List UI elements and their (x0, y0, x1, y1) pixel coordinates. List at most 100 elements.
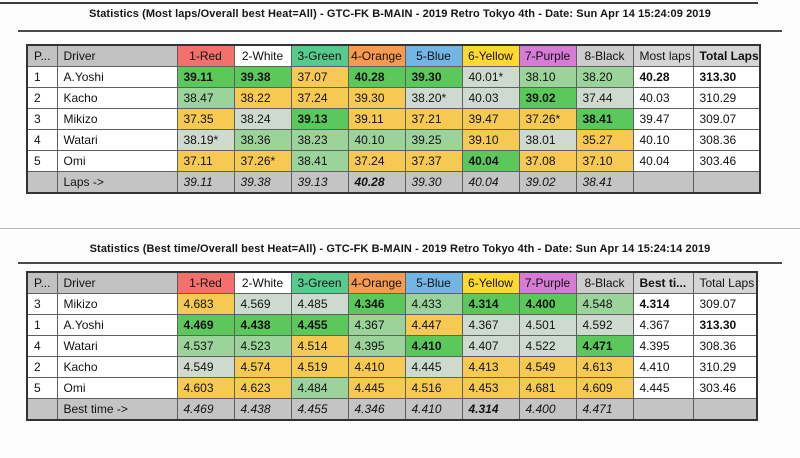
report-sheet-best-time: Statistics (Best time/Overall best Heat=… (0, 228, 800, 458)
heat-value-cell: 4.438 (233, 314, 292, 336)
heat-value-cell: 37.37 (404, 150, 463, 172)
heat-value-cell: 4.407 (461, 335, 520, 357)
title-underline (18, 30, 782, 32)
heat-value-cell: 4.484 (290, 377, 349, 399)
heat-value-cell: 39.11 (347, 108, 406, 130)
heat-value-cell: 4.609 (575, 377, 634, 399)
heat-value-cell: 4.613 (575, 356, 634, 378)
heat-value-cell: 37.24 (347, 150, 406, 172)
heat-value-cell: 38.41 (290, 150, 349, 172)
heat-value-cell: 4.445 (347, 377, 406, 399)
col-header-driver: Driver (56, 271, 178, 294)
driver-row: 1 A.Yoshi 39.11 39.38 37.07 40.28 39.30 40.01* 3… (26, 66, 761, 88)
footer-value-cell: 39.02 (518, 171, 577, 194)
heat-value-cell: 38.20* (404, 87, 463, 109)
heat-value-cell: 38.10 (518, 66, 577, 88)
footer-value-cell: 40.04 (461, 171, 520, 194)
heat-value-cell: 4.395 (347, 335, 406, 357)
total-laps-cell: 313.30 (692, 314, 758, 336)
footer-value-cell: 4.314 (461, 398, 520, 421)
driver-row: 2 Kacho 38.47 38.22 37.24 39.30 38.20* 40.03 39.… (26, 87, 761, 109)
heat-value-cell: 40.10 (347, 129, 406, 151)
footer-spacer-cell (632, 171, 694, 194)
col-header-heat-5-blue: 5-Blue (404, 271, 463, 294)
heat-value-cell: 4.469 (176, 314, 235, 336)
heat-value-cell: 39.47 (461, 108, 520, 130)
position-cell: 5 (26, 150, 58, 172)
total-laps-cell: 309.07 (692, 293, 758, 315)
heat-value-cell: 4.485 (290, 293, 349, 315)
footer-value-cell: 4.410 (404, 398, 463, 421)
driver-name-cell: Watari (56, 335, 178, 357)
col-header-driver: Driver (56, 44, 178, 67)
heat-value-cell: 4.514 (290, 335, 349, 357)
driver-row: 4 Watari 38.19* 38.36 38.23 40.10 39.25 39.10 38… (26, 129, 761, 151)
footer-value-cell: 38.41 (575, 171, 634, 194)
driver-row: 5 Omi 37.11 37.26* 38.41 37.24 37.37 40.04 37.08… (26, 150, 761, 172)
col-header-heat-6-yellow: 6-Yellow (461, 271, 520, 294)
heat-value-cell: 4.519 (290, 356, 349, 378)
col-header-heat-4-orange: 4-Orange (347, 44, 406, 67)
footer-spacer-cell (26, 171, 58, 194)
heat-value-cell: 4.346 (347, 293, 406, 315)
footer-value-cell: 4.400 (518, 398, 577, 421)
heat-value-cell: 38.19* (176, 129, 235, 151)
stat-value-cell: 40.03 (632, 87, 694, 109)
heat-value-cell: 4.455 (290, 314, 349, 336)
heat-value-cell: 4.549 (176, 356, 235, 378)
footer-value-cell: 4.438 (233, 398, 292, 421)
footer-value-cell: 4.469 (176, 398, 235, 421)
stat-value-cell: 40.04 (632, 150, 694, 172)
heat-value-cell: 39.30 (347, 87, 406, 109)
footer-spacer-cell (632, 398, 694, 421)
footer-value-cell: 4.455 (290, 398, 349, 421)
heat-value-cell: 39.38 (233, 66, 292, 88)
footer-spacer-cell (692, 171, 761, 194)
total-laps-cell: 313.30 (692, 66, 761, 88)
driver-name-cell: A.Yoshi (56, 66, 178, 88)
driver-row: 3 Mikizo 4.683 4.569 4.485 4.346 4.433 4.314 4.4… (26, 293, 758, 315)
footer-spacer-cell (692, 398, 758, 421)
heat-value-cell: 40.03 (461, 87, 520, 109)
footer-row: Best time -> 4.469 4.438 4.455 4.346 4.410 4.3… (26, 398, 758, 421)
sheet-divider-line (0, 228, 800, 229)
position-cell: 1 (26, 66, 58, 88)
total-laps-cell: 310.29 (692, 87, 761, 109)
driver-row: 4 Watari 4.537 4.523 4.514 4.395 4.410 4.407 4.5… (26, 335, 758, 357)
heat-value-cell: 4.367 (461, 314, 520, 336)
driver-name-cell: Omi (56, 377, 178, 399)
heat-value-cell: 4.574 (233, 356, 292, 378)
footer-value-cell: 39.11 (176, 171, 235, 194)
driver-name-cell: A.Yoshi (56, 314, 178, 336)
heat-value-cell: 40.01* (461, 66, 520, 88)
heat-value-cell: 38.20 (575, 66, 634, 88)
driver-name-cell: Kacho (56, 87, 178, 109)
total-laps-cell: 308.36 (692, 335, 758, 357)
heat-value-cell: 38.36 (233, 129, 292, 151)
heat-value-cell: 37.11 (176, 150, 235, 172)
col-header-position: P... (26, 44, 58, 67)
heat-value-cell: 4.592 (575, 314, 634, 336)
header-row: P... Driver 1-Red 2-White 3-Green 4-Orange 5-B… (26, 271, 758, 294)
col-header-heat-1-red: 1-Red (176, 271, 235, 294)
heat-value-cell: 39.02 (518, 87, 577, 109)
driver-row: 2 Kacho 4.549 4.574 4.519 4.410 4.445 4.413 4.54… (26, 356, 758, 378)
col-header-heat-8-black: 8-Black (575, 44, 634, 67)
best-time-table: P... Driver 1-Red 2-White 3-Green 4-Orange 5-B… (26, 271, 758, 421)
stat-value-cell: 39.47 (632, 108, 694, 130)
total-laps-cell: 308.36 (692, 129, 761, 151)
heat-value-cell: 4.410 (347, 356, 406, 378)
heat-value-cell: 4.447 (404, 314, 463, 336)
position-cell: 4 (26, 335, 58, 357)
driver-name-cell: Mikizo (56, 108, 178, 130)
stat-value-cell: 4.410 (632, 356, 694, 378)
heat-value-cell: 4.471 (575, 335, 634, 357)
position-cell: 3 (26, 108, 58, 130)
position-cell: 2 (26, 356, 58, 378)
footer-row: Laps -> 39.11 39.38 39.13 40.28 39.30 40.04 39.… (26, 171, 761, 194)
driver-row: 1 A.Yoshi 4.469 4.438 4.455 4.367 4.447 4.367 4.… (26, 314, 758, 336)
col-header-heat-5-blue: 5-Blue (404, 44, 463, 67)
heat-value-cell: 4.683 (176, 293, 235, 315)
stat-value-cell: 4.367 (632, 314, 694, 336)
heat-value-cell: 4.445 (404, 356, 463, 378)
